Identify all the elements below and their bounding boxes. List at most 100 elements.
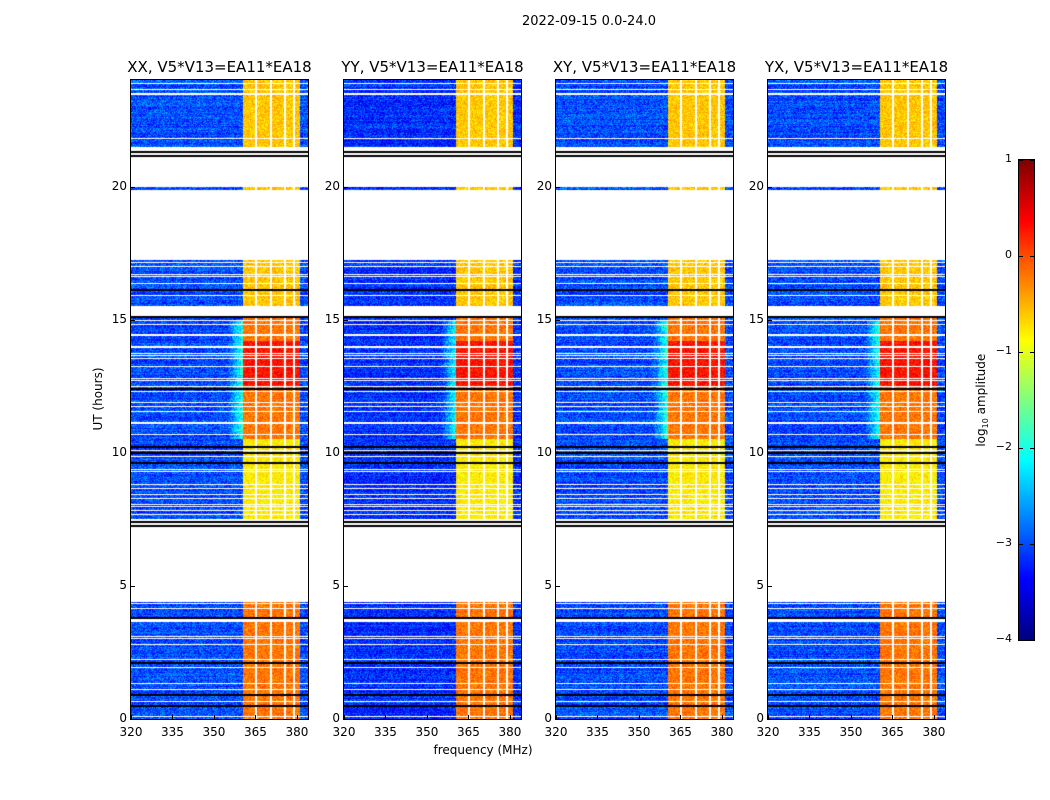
heatmap-xy bbox=[556, 80, 733, 719]
x-tick-label: 320 bbox=[332, 725, 356, 739]
y-tick-label: 5 bbox=[119, 577, 127, 592]
colorbar-tick-label: 0 bbox=[1005, 248, 1012, 261]
x-tick-mark bbox=[768, 715, 769, 719]
y-tick-label: 20 bbox=[324, 178, 340, 193]
x-tick-mark bbox=[172, 715, 174, 719]
colorbar-tick-mark bbox=[1019, 352, 1023, 353]
y-tick-label: 5 bbox=[332, 577, 340, 592]
x-tick-label: 320 bbox=[544, 725, 568, 739]
x-tick-mark bbox=[680, 715, 682, 719]
x-tick-mark bbox=[344, 715, 345, 719]
panel-title: YY, V5*V13=EA11*EA18 bbox=[341, 58, 524, 76]
y-tick-mark bbox=[131, 186, 135, 188]
colorbar-tick-mark bbox=[1030, 352, 1034, 353]
panel-title: XY, V5*V13=EA11*EA18 bbox=[552, 58, 737, 76]
y-tick-mark bbox=[131, 319, 135, 321]
y-tick-mark bbox=[344, 452, 348, 454]
x-tick-label: 380 bbox=[285, 725, 309, 739]
heatmap-yx bbox=[768, 80, 945, 719]
x-tick-label: 365 bbox=[244, 725, 267, 739]
x-tick-label: 365 bbox=[669, 725, 692, 739]
x-tick-mark bbox=[385, 715, 387, 719]
y-tick-label: 0 bbox=[119, 711, 127, 725]
colorbar-tick-mark bbox=[1030, 256, 1034, 257]
colorbar-tick-label: −3 bbox=[995, 536, 1012, 549]
colorbar-tick-label: −1 bbox=[995, 344, 1012, 357]
x-tick-label: 350 bbox=[627, 725, 651, 739]
x-tick-mark bbox=[296, 715, 298, 719]
y-tick-mark bbox=[768, 719, 772, 720]
y-tick-label: 10 bbox=[111, 444, 127, 459]
panel-title: YX, V5*V13=EA11*EA18 bbox=[764, 58, 949, 76]
y-tick-mark bbox=[556, 452, 560, 454]
x-tick-mark bbox=[255, 715, 257, 719]
colorbar-tick-mark bbox=[1030, 640, 1034, 641]
x-tick-label: 365 bbox=[881, 725, 904, 739]
x-tick-mark bbox=[556, 715, 557, 719]
y-tick-label: 0 bbox=[756, 711, 764, 725]
x-tick-mark bbox=[809, 715, 811, 719]
y-tick-mark bbox=[131, 719, 135, 720]
y-tick-label: 5 bbox=[756, 577, 764, 592]
colorbar-tick-mark bbox=[1019, 640, 1023, 641]
y-tick-label: 20 bbox=[536, 178, 552, 193]
y-tick-mark bbox=[344, 585, 348, 587]
y-tick-mark bbox=[768, 319, 772, 321]
waterfall-panel-xx bbox=[130, 79, 309, 720]
x-tick-mark bbox=[638, 715, 640, 719]
y-tick-label: 15 bbox=[111, 311, 127, 326]
y-tick-label: 15 bbox=[324, 311, 340, 326]
y-tick-mark bbox=[556, 319, 560, 321]
heatmap-yy bbox=[344, 80, 521, 719]
y-tick-label: 20 bbox=[111, 178, 127, 193]
x-tick-label: 335 bbox=[586, 725, 609, 739]
x-tick-label: 350 bbox=[415, 725, 439, 739]
y-tick-label: 5 bbox=[544, 577, 552, 592]
y-tick-label: 10 bbox=[536, 444, 552, 459]
x-tick-label: 350 bbox=[839, 725, 863, 739]
y-tick-label: 10 bbox=[324, 444, 340, 459]
colorbar bbox=[1018, 159, 1035, 641]
x-tick-mark bbox=[426, 715, 428, 719]
y-tick-mark bbox=[768, 452, 772, 454]
y-tick-mark bbox=[556, 186, 560, 188]
x-tick-label: 380 bbox=[922, 725, 946, 739]
waterfall-panel-yx bbox=[767, 79, 946, 720]
x-tick-label: 380 bbox=[498, 725, 522, 739]
colorbar-tick-mark bbox=[1030, 544, 1034, 545]
colorbar-tick-label: 1 bbox=[1005, 152, 1012, 165]
x-tick-mark bbox=[721, 715, 723, 719]
y-tick-mark bbox=[556, 719, 560, 720]
y-axis-label: UT (hours) bbox=[91, 367, 105, 431]
colorbar-tick-label: −2 bbox=[995, 440, 1012, 453]
heatmap-xx bbox=[131, 80, 308, 719]
x-tick-mark bbox=[213, 715, 215, 719]
y-tick-mark bbox=[344, 186, 348, 188]
colorbar-tick-mark bbox=[1030, 448, 1034, 449]
x-tick-label: 380 bbox=[710, 725, 734, 739]
y-tick-mark bbox=[131, 585, 135, 587]
colorbar-tick-label: −4 bbox=[995, 632, 1012, 645]
x-tick-mark bbox=[892, 715, 894, 719]
colorbar-tick-mark bbox=[1030, 160, 1034, 161]
y-tick-label: 20 bbox=[748, 178, 764, 193]
x-tick-label: 335 bbox=[161, 725, 184, 739]
colorbar-tick-mark bbox=[1019, 448, 1023, 449]
x-tick-mark bbox=[131, 715, 132, 719]
y-tick-label: 0 bbox=[332, 711, 340, 725]
x-tick-mark bbox=[509, 715, 511, 719]
x-tick-label: 335 bbox=[374, 725, 397, 739]
x-tick-mark bbox=[468, 715, 470, 719]
x-tick-mark bbox=[850, 715, 852, 719]
waterfall-panel-yy bbox=[343, 79, 522, 720]
x-tick-label: 350 bbox=[202, 725, 226, 739]
y-tick-mark bbox=[556, 585, 560, 587]
x-tick-label: 365 bbox=[457, 725, 480, 739]
y-tick-label: 15 bbox=[536, 311, 552, 326]
y-tick-mark bbox=[768, 585, 772, 587]
x-tick-label: 320 bbox=[756, 725, 780, 739]
panel-title: XX, V5*V13=EA11*EA18 bbox=[127, 58, 312, 76]
colorbar-tick-mark bbox=[1019, 256, 1023, 257]
colorbar-tick-mark bbox=[1019, 544, 1023, 545]
